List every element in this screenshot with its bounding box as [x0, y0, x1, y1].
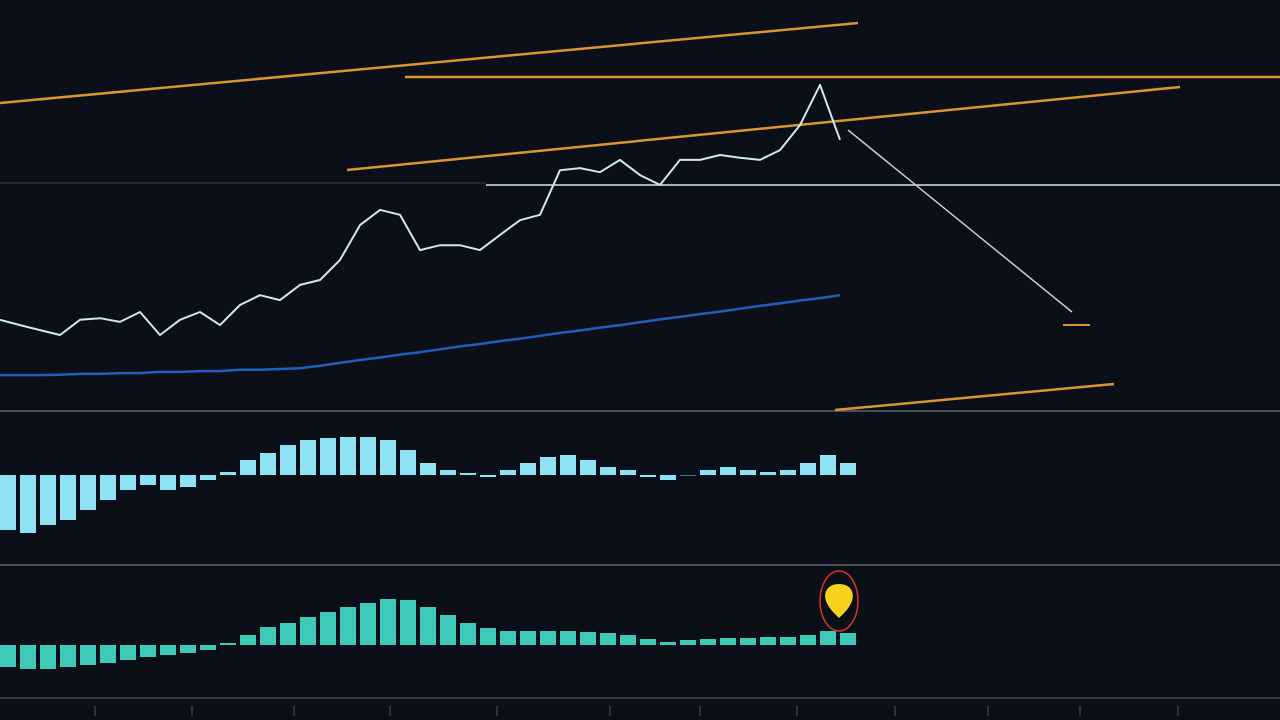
histogram-bar [100, 645, 116, 663]
histogram-bar [200, 475, 216, 480]
histogram-bar [420, 463, 436, 475]
histogram-bar [520, 463, 536, 475]
histogram-bar [760, 637, 776, 645]
histogram-bar [180, 645, 196, 653]
histogram-bar [700, 639, 716, 645]
trendline [834, 382, 1115, 412]
histogram-bar [560, 631, 576, 645]
histogram-bar [240, 460, 256, 475]
histogram-bar [280, 623, 296, 645]
histogram-bar [540, 457, 556, 475]
histogram-bar [620, 635, 636, 645]
histogram-bar [580, 632, 596, 645]
histogram-bar [520, 631, 536, 645]
histogram-bar [20, 475, 36, 533]
histogram-bar [580, 460, 596, 475]
histogram-bar [180, 475, 196, 487]
histogram-bar [840, 633, 856, 645]
histogram-bar [500, 631, 516, 645]
histogram-bar [100, 475, 116, 500]
histogram-bar [640, 639, 656, 645]
histogram-bar [840, 463, 856, 475]
histogram-bar [220, 643, 236, 645]
histogram-bar [40, 475, 56, 525]
histogram-bar [200, 645, 216, 650]
histogram-bar [340, 607, 356, 645]
histogram-bar [380, 440, 396, 475]
histogram-bar [260, 453, 276, 475]
histogram-bar [0, 645, 16, 667]
histogram-bar [460, 623, 476, 645]
histogram-bar [280, 445, 296, 475]
histogram-bar [740, 470, 756, 475]
histogram-bar [340, 437, 356, 475]
histogram-bar [780, 470, 796, 475]
price-line [0, 293, 841, 377]
histogram-bar [780, 637, 796, 645]
histogram-bar [680, 640, 696, 645]
histogram-bar [480, 475, 496, 477]
histogram-bar [600, 633, 616, 645]
histogram-bar [140, 475, 156, 485]
histogram-bar [560, 455, 576, 475]
histogram-bar [400, 450, 416, 475]
histogram-bar [480, 628, 496, 645]
histogram-bar [820, 631, 836, 645]
histogram-bar [440, 470, 456, 475]
histogram-bar [720, 638, 736, 645]
histogram-bar [160, 645, 176, 655]
histogram-bar [800, 635, 816, 645]
histogram-bar [760, 472, 776, 475]
histogram-bar [380, 599, 396, 645]
highlight-ring [819, 570, 859, 632]
histogram-bar [220, 472, 236, 475]
projection-line [847, 129, 1073, 313]
histogram-bar [720, 467, 736, 475]
histogram-bar [820, 455, 836, 475]
histogram-bar [680, 475, 696, 476]
histogram-bar [80, 645, 96, 665]
histogram-bar [600, 467, 616, 475]
histogram-bar [440, 615, 456, 645]
histogram-bar [660, 475, 676, 480]
histogram-bar [320, 438, 336, 475]
histogram-bar [640, 475, 656, 477]
histogram-bar [120, 645, 136, 660]
histogram-bar [320, 612, 336, 645]
marker-icon [825, 584, 853, 618]
x-axis [94, 706, 1179, 716]
histogram-bar [260, 627, 276, 645]
histogram-bar [20, 645, 36, 669]
histogram-bar [540, 631, 556, 645]
histogram-bar [800, 463, 816, 475]
histogram-bar [40, 645, 56, 669]
histogram-bar [360, 437, 376, 475]
histogram-bar [700, 470, 716, 475]
histogram-bar [420, 607, 436, 645]
histogram-bar [400, 600, 416, 645]
histogram-bar [160, 475, 176, 490]
histogram-bar [80, 475, 96, 510]
histogram-bar [460, 473, 476, 475]
price-line [0, 83, 841, 336]
trendline [346, 85, 1181, 172]
histogram-bar [300, 440, 316, 475]
histogram-bar [0, 475, 16, 530]
histogram-bar [500, 470, 516, 475]
histogram-bar [240, 635, 256, 645]
histogram-bar [140, 645, 156, 657]
histogram-bar [620, 470, 636, 475]
histogram-bar [740, 638, 756, 645]
histogram-bar [300, 617, 316, 645]
histogram-bar [660, 642, 676, 645]
histogram-bar [60, 475, 76, 520]
histogram-bar [360, 603, 376, 645]
trendline [0, 21, 859, 105]
histogram-bar [60, 645, 76, 667]
histogram-bar [120, 475, 136, 490]
